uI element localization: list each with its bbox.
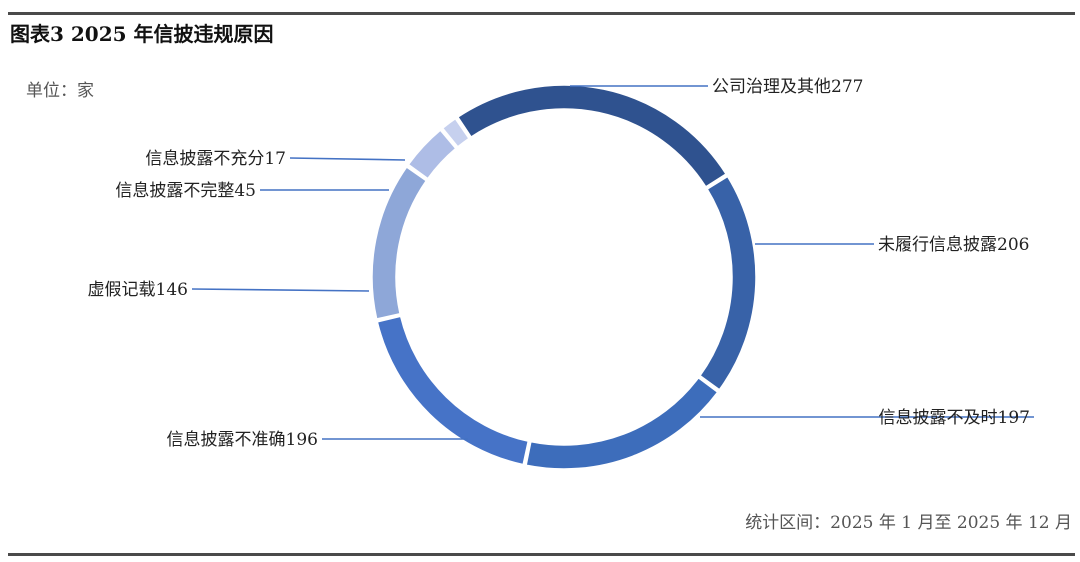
data-label-6: 信息披露不完整45: [115, 181, 256, 201]
donut-slice-7: [441, 117, 471, 148]
donut-slice-6: [407, 129, 457, 180]
bottom-rule: [8, 553, 1075, 556]
donut-slice-2: [698, 175, 757, 391]
unit-label: 单位：家: [26, 81, 94, 101]
donut-slice-4: [376, 315, 530, 466]
data-label-7: 信息披露不充分17: [145, 149, 286, 169]
data-label-5: 虚假记载146: [88, 280, 188, 300]
donut-slice-5: [371, 165, 428, 320]
leader-line-7: [289, 157, 406, 161]
leader-line-5: [191, 288, 370, 292]
donut-slice-1: [456, 84, 728, 188]
statistics-period-note: 统计区间：2025 年 1 月至 2025 年 12 月: [745, 513, 1072, 533]
top-rule: [8, 12, 1075, 15]
data-label-4: 信息披露不准确196: [167, 430, 318, 450]
data-label-2: 未履行信息披露206: [878, 235, 1029, 255]
donut-slice-3: [525, 376, 719, 470]
data-label-3: 信息披露不及时197: [879, 408, 1030, 428]
data-label-1: 公司治理及其他277: [712, 77, 863, 97]
figure-title: 图表3 2025 年信披违规原因: [10, 22, 274, 46]
